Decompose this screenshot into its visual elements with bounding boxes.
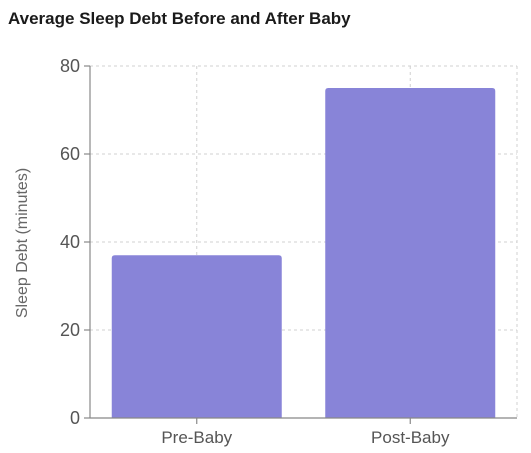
x-category-label-1: Post-Baby (371, 428, 450, 447)
y-tick-label-2: 40 (60, 232, 80, 252)
bars (111, 88, 496, 418)
y-axis-title: Sleep Debt (minutes) (14, 168, 31, 318)
chart-title: Average Sleep Debt Before and After Baby (8, 9, 351, 28)
bar-pre-baby (111, 255, 282, 418)
x-category-label-0: Pre-Baby (161, 428, 232, 447)
y-tick-label-1: 20 (60, 320, 80, 340)
bar-post-baby (325, 88, 496, 418)
x-category-labels: Pre-Baby Post-Baby (161, 428, 450, 447)
y-tick-label-3: 60 (60, 144, 80, 164)
y-tick-label-4: 80 (60, 56, 80, 76)
axes (84, 65, 517, 424)
y-tick-labels: 0 20 40 60 80 (60, 56, 80, 428)
y-tick-label-0: 0 (70, 408, 80, 428)
